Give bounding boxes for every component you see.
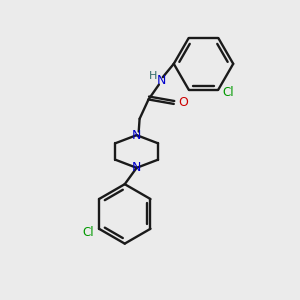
Text: O: O: [178, 96, 188, 109]
Text: N: N: [132, 161, 141, 174]
Text: H: H: [149, 71, 158, 81]
Text: N: N: [157, 74, 167, 87]
Text: Cl: Cl: [82, 226, 94, 239]
Text: N: N: [132, 129, 141, 142]
Text: Cl: Cl: [223, 86, 234, 99]
